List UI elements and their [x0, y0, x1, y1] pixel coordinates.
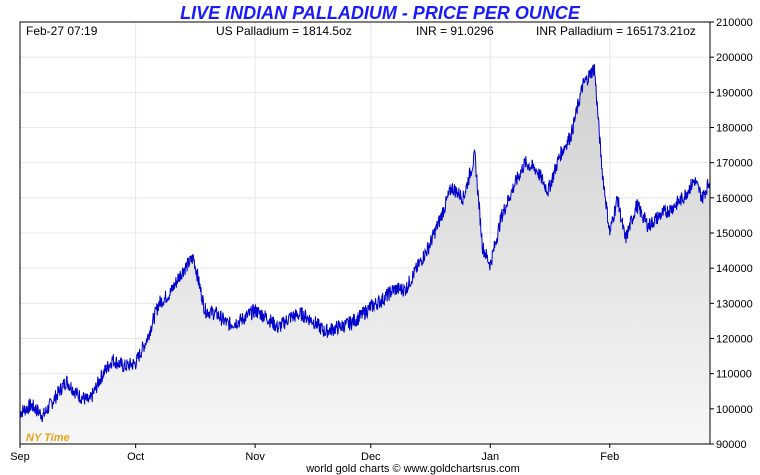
y-tick-label: 200000 — [716, 52, 753, 64]
price-area — [20, 63, 710, 445]
chart-title: LIVE INDIAN PALLADIUM - PRICE PER OUNCE — [180, 3, 581, 23]
y-tick-label: 190000 — [716, 87, 753, 99]
y-tick-label: 120000 — [716, 334, 753, 346]
price-line — [19, 63, 711, 422]
y-tick-label: 160000 — [716, 193, 753, 205]
y-tick-label: 140000 — [716, 263, 753, 275]
header-inr-price: INR Palladium = 165173.21oz — [536, 24, 696, 38]
y-tick-label: 170000 — [716, 158, 753, 170]
header-datetime: Feb-27 07:19 — [26, 24, 98, 38]
x-tick-label: Dec — [361, 451, 381, 463]
x-tick-label: Oct — [127, 451, 144, 463]
y-tick-label: 150000 — [716, 228, 753, 240]
y-tick-label: 130000 — [716, 298, 753, 310]
y-tick-label: 210000 — [716, 17, 753, 29]
x-axis: Sep Oct Nov Dec Jan Feb — [10, 444, 619, 463]
x-tick-label: Nov — [245, 451, 265, 463]
y-tick-label: 90000 — [716, 439, 747, 451]
header-us-price: US Palladium = 1814.5oz — [216, 24, 352, 38]
credit-text: world gold charts © www.goldchartsrus.co… — [305, 463, 520, 475]
y-tick-label: 100000 — [716, 404, 753, 416]
x-tick-label: Feb — [600, 451, 619, 463]
y-tick-label: 110000 — [716, 369, 752, 381]
x-tick-label: Jan — [481, 451, 499, 463]
y-tick-label: 180000 — [716, 123, 753, 135]
timezone-note: NY Time — [26, 432, 70, 444]
y-axis: 90000 100000 110000 120000 130000 140000 15000… — [710, 17, 753, 451]
header-fx-rate: INR = 91.0296 — [416, 24, 494, 38]
x-tick-label: Sep — [10, 451, 30, 463]
